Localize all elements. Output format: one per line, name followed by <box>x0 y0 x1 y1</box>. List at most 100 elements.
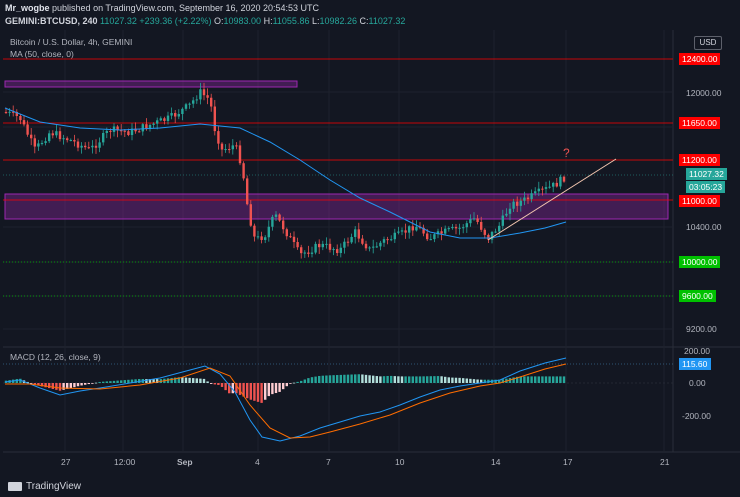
candle-body <box>310 252 314 254</box>
histogram-bar <box>537 376 540 383</box>
histogram-bar <box>530 376 533 383</box>
symbol-label[interactable]: GEMINI:BTCUSD, 240 <box>5 16 98 26</box>
candle-body <box>145 124 148 129</box>
price-tick: 9200.00 <box>686 324 717 334</box>
macd-tick: 200.00 <box>684 346 710 356</box>
histogram-bar <box>444 376 447 383</box>
histogram-bar <box>55 383 58 390</box>
candle-body <box>325 243 328 245</box>
histogram-bar <box>51 383 54 389</box>
histogram-bar <box>534 376 537 383</box>
candle-body <box>188 103 191 105</box>
chart-canvas[interactable]: ? <box>0 0 740 476</box>
candle-body <box>526 197 530 200</box>
candle-body <box>390 239 393 241</box>
histogram-bar <box>177 377 180 383</box>
candle-body <box>48 133 51 142</box>
time-tick: 12:00 <box>114 457 136 467</box>
histogram-bar <box>231 383 234 394</box>
histogram-bar <box>418 376 422 383</box>
histogram-bar <box>512 377 515 383</box>
histogram-bar <box>289 383 292 384</box>
candle-body <box>559 176 562 187</box>
candle-body <box>447 228 450 230</box>
histogram-bar <box>390 375 393 383</box>
candle-body <box>166 115 170 121</box>
histogram-bar <box>300 380 303 383</box>
histogram-bar <box>220 383 224 387</box>
chart-title[interactable]: Bitcoin / U.S. Dollar, 4h, GEMINI <box>10 37 133 47</box>
time-tick: 14 <box>491 457 501 467</box>
candlestick-series[interactable] <box>4 82 566 259</box>
price-tag-11200: 11200.00 <box>679 154 720 166</box>
histogram-bar <box>519 376 522 383</box>
macd-pane[interactable] <box>3 348 673 452</box>
ma-legend[interactable]: MA (50, close, 0) <box>10 49 74 59</box>
candle-body <box>181 108 184 115</box>
histogram-bar <box>483 379 486 383</box>
ma-line[interactable] <box>4 107 567 239</box>
histogram-bar <box>37 383 40 386</box>
tradingview-logo[interactable]: TradingView <box>8 481 81 492</box>
candle-body <box>462 227 465 229</box>
histogram-bar <box>188 377 191 383</box>
candle-body <box>519 200 522 206</box>
candle-body <box>487 234 490 240</box>
candle-body <box>303 252 306 254</box>
candle-body <box>516 201 519 206</box>
close-value: 11027.32 <box>368 16 406 26</box>
histogram-bar <box>40 383 44 387</box>
histogram-bar <box>206 381 209 383</box>
price-tag-11650: 11650.00 <box>679 117 720 129</box>
header-bar: Mr_wogbe published on TradingView.com, S… <box>0 0 740 30</box>
candle-body <box>170 113 173 116</box>
candle-body <box>91 145 94 148</box>
histogram-bar <box>454 377 458 383</box>
histogram-bar <box>19 378 22 383</box>
candle-body <box>382 239 386 243</box>
candle-body <box>26 124 29 135</box>
candle-body <box>138 131 141 133</box>
histogram-bar <box>458 377 461 383</box>
author-name[interactable]: Mr_wogbe <box>5 3 50 13</box>
trend-line[interactable] <box>487 158 617 241</box>
candle-body <box>73 140 76 142</box>
macd-legend[interactable]: MACD (12, 26, close, 9) <box>10 352 101 362</box>
signal-line[interactable] <box>5 363 567 439</box>
histogram-bar <box>440 376 443 383</box>
candle-body <box>231 145 234 150</box>
currency-button[interactable]: USD <box>694 36 722 50</box>
histogram-bar <box>292 382 296 384</box>
candle-body <box>40 142 44 144</box>
histogram-bar <box>166 378 170 383</box>
histogram-bar <box>321 375 324 383</box>
histogram-bar <box>426 376 429 383</box>
time-tick: Sep <box>177 457 193 467</box>
histogram-bar <box>246 383 249 399</box>
histogram-bar <box>217 383 220 385</box>
demand-zone[interactable] <box>4 193 669 220</box>
histogram-bar <box>408 376 411 383</box>
histogram-bar <box>238 383 242 395</box>
histogram-bar <box>415 376 418 383</box>
histogram-bar <box>476 379 479 383</box>
candle-body <box>393 232 396 240</box>
macd-histogram[interactable] <box>4 374 566 403</box>
histogram-bar <box>127 379 130 383</box>
question-annotation[interactable]: ? <box>563 146 570 160</box>
histogram-bar <box>130 379 134 383</box>
histogram-bar <box>48 383 51 389</box>
histogram-bar <box>80 383 83 386</box>
time-tick: 7 <box>326 457 331 467</box>
candle-body <box>256 236 260 238</box>
histogram-bar <box>318 375 321 383</box>
supply-zone[interactable] <box>4 80 298 88</box>
price-tag-10000: 10000.00 <box>679 256 721 268</box>
histogram-bar <box>400 376 404 383</box>
histogram-bar <box>145 379 148 383</box>
histogram-bar <box>346 374 350 383</box>
candle-body <box>469 219 472 224</box>
price-pane[interactable] <box>3 30 673 346</box>
histogram-bar <box>436 376 440 383</box>
histogram-bar <box>66 383 69 389</box>
